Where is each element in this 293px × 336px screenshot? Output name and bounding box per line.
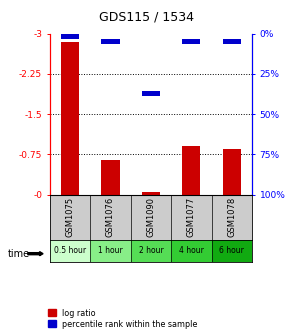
Bar: [61, 42, 79, 195]
Bar: [182, 146, 200, 195]
Text: 4 hour: 4 hour: [179, 246, 204, 255]
Bar: [182, 39, 200, 44]
Text: GSM1078: GSM1078: [227, 197, 236, 237]
Bar: [142, 91, 160, 95]
Text: 2 hour: 2 hour: [139, 246, 163, 255]
Text: GSM1075: GSM1075: [66, 197, 74, 237]
Text: GSM1076: GSM1076: [106, 197, 115, 237]
Text: time: time: [7, 249, 30, 259]
Text: 1 hour: 1 hour: [98, 246, 123, 255]
Text: GDS115 / 1534: GDS115 / 1534: [99, 10, 194, 24]
Bar: [212, 240, 252, 262]
Legend: log ratio, percentile rank within the sample: log ratio, percentile rank within the sa…: [48, 308, 198, 329]
Bar: [223, 149, 241, 195]
Bar: [142, 192, 160, 195]
Bar: [101, 160, 120, 195]
Text: 0.5 hour: 0.5 hour: [54, 246, 86, 255]
Bar: [61, 34, 79, 39]
Text: GSM1077: GSM1077: [187, 197, 196, 237]
Bar: [90, 240, 131, 262]
Bar: [171, 240, 212, 262]
Text: 6 hour: 6 hour: [219, 246, 244, 255]
Text: GSM1090: GSM1090: [146, 197, 155, 237]
Bar: [50, 240, 90, 262]
Bar: [131, 240, 171, 262]
Bar: [223, 39, 241, 44]
Bar: [101, 39, 120, 44]
